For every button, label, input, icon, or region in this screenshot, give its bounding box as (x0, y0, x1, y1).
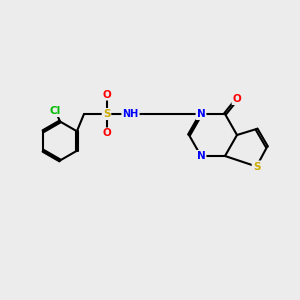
Text: N: N (196, 151, 206, 161)
Text: S: S (253, 161, 260, 172)
Text: S: S (103, 109, 110, 119)
Text: O: O (102, 89, 111, 100)
Text: Cl: Cl (50, 106, 61, 116)
Text: N: N (196, 109, 206, 119)
Text: NH: NH (122, 109, 139, 119)
Text: O: O (232, 94, 242, 104)
Text: O: O (102, 128, 111, 139)
